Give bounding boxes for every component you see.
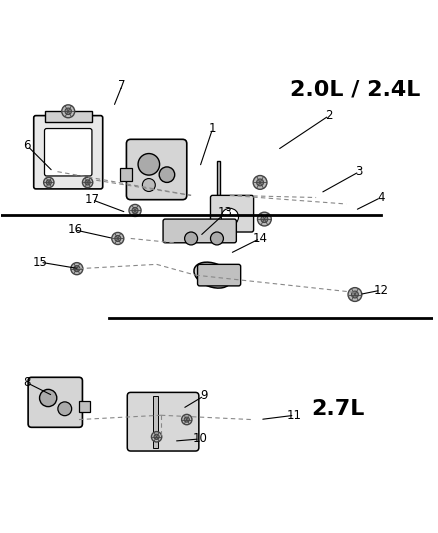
Circle shape bbox=[129, 205, 141, 216]
Circle shape bbox=[138, 154, 159, 175]
Circle shape bbox=[74, 265, 80, 272]
Circle shape bbox=[154, 434, 159, 439]
FancyBboxPatch shape bbox=[45, 128, 92, 176]
Text: 13: 13 bbox=[218, 206, 233, 219]
Text: 10: 10 bbox=[192, 432, 207, 446]
Circle shape bbox=[221, 208, 239, 225]
FancyBboxPatch shape bbox=[127, 392, 199, 451]
Text: 15: 15 bbox=[33, 256, 48, 269]
Circle shape bbox=[257, 179, 264, 186]
Circle shape bbox=[46, 180, 51, 185]
Circle shape bbox=[253, 175, 267, 189]
Circle shape bbox=[39, 390, 57, 407]
FancyBboxPatch shape bbox=[34, 116, 102, 189]
Text: 2.7L: 2.7L bbox=[311, 399, 364, 419]
Circle shape bbox=[82, 177, 93, 188]
Circle shape bbox=[115, 236, 121, 241]
Circle shape bbox=[184, 417, 189, 422]
Circle shape bbox=[185, 232, 198, 245]
Circle shape bbox=[62, 105, 75, 118]
Bar bbox=[45, 111, 92, 122]
Text: 14: 14 bbox=[253, 232, 268, 245]
Circle shape bbox=[85, 180, 90, 185]
Circle shape bbox=[211, 232, 223, 245]
Circle shape bbox=[132, 207, 138, 214]
Text: 17: 17 bbox=[85, 193, 99, 206]
Text: 4: 4 bbox=[377, 191, 385, 204]
Circle shape bbox=[348, 288, 362, 302]
Text: 8: 8 bbox=[24, 376, 31, 390]
Text: 12: 12 bbox=[373, 284, 389, 297]
Circle shape bbox=[182, 414, 192, 425]
FancyBboxPatch shape bbox=[211, 196, 254, 232]
Bar bbox=[217, 198, 247, 202]
Text: 2: 2 bbox=[325, 109, 333, 122]
Text: 16: 16 bbox=[67, 223, 82, 236]
Circle shape bbox=[71, 263, 83, 274]
Circle shape bbox=[142, 179, 155, 191]
Bar bbox=[79, 401, 90, 412]
Ellipse shape bbox=[194, 262, 231, 288]
Circle shape bbox=[258, 212, 271, 226]
Circle shape bbox=[159, 167, 175, 182]
FancyBboxPatch shape bbox=[127, 139, 187, 200]
Circle shape bbox=[44, 177, 54, 188]
FancyBboxPatch shape bbox=[198, 264, 240, 286]
Text: 3: 3 bbox=[356, 165, 363, 178]
Text: 9: 9 bbox=[200, 389, 208, 402]
Text: 1: 1 bbox=[209, 122, 216, 135]
Bar bbox=[217, 161, 220, 200]
Circle shape bbox=[65, 108, 71, 115]
Bar bbox=[120, 168, 132, 181]
Circle shape bbox=[152, 432, 162, 442]
Bar bbox=[153, 396, 158, 448]
Text: 2.0L / 2.4L: 2.0L / 2.4L bbox=[290, 80, 420, 100]
Circle shape bbox=[351, 291, 358, 298]
Text: 6: 6 bbox=[24, 139, 31, 152]
Circle shape bbox=[261, 216, 268, 222]
Circle shape bbox=[112, 232, 124, 245]
Text: 7: 7 bbox=[118, 79, 126, 92]
Text: 11: 11 bbox=[287, 409, 302, 422]
FancyBboxPatch shape bbox=[28, 377, 82, 427]
FancyBboxPatch shape bbox=[163, 219, 237, 243]
Circle shape bbox=[58, 402, 72, 416]
